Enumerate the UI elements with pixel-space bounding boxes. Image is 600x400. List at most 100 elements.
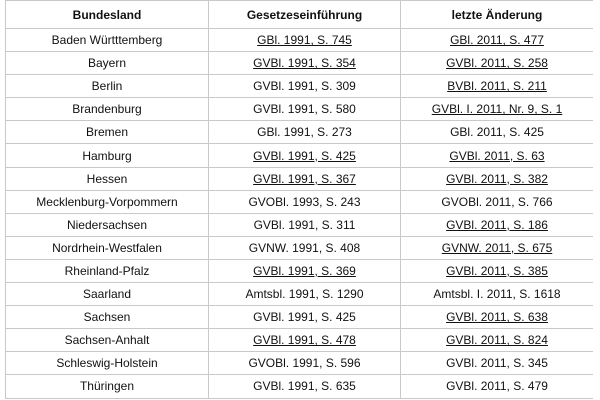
cell-bundesland: Sachsen (5, 305, 209, 330)
cell-gesetzeseinfuehrung[interactable]: GVBl. 1991, S. 425 (208, 143, 401, 168)
bundesland-name: Saarland (82, 287, 132, 302)
letzte-aenderung-link[interactable]: GVBl. 2011, S. 63 (449, 148, 545, 163)
cell-bundesland: Mecklenburg-Vorpommern (5, 189, 209, 214)
letzte-aenderung-link[interactable]: GVBl. 2011, S. 382 (446, 171, 548, 186)
cell-letzte-aenderung[interactable]: GVBl. 2011, S. 385 (400, 258, 594, 284)
cell-gesetzeseinfuehrung: GVBl. 1991, S. 580 (208, 97, 401, 122)
cell-gesetzeseinfuehrung: GVBl. 1991, S. 635 (208, 374, 401, 399)
cell-gesetzeseinfuehrung: GVBl. 1991, S. 309 (208, 74, 401, 99)
page-margin (593, 0, 600, 400)
table-row: Rheinland-Pfalz GVBl. 1991, S. 369 GVBl. 2… (5, 258, 594, 284)
cell-letzte-aenderung: Amtsbl. I. 2011, S. 1618 (400, 282, 594, 307)
gesetzeseinfuehrung-link[interactable]: GBl. 1991, S. 745 (257, 33, 352, 48)
bundesland-name: Nordrhein-Westfalen (52, 240, 162, 255)
gesetzeseinfuehrung-text: GVOBl. 1991, S. 596 (248, 356, 361, 371)
gesetzeseinfuehrung-text: GVNW. 1991, S. 408 (248, 240, 361, 255)
table-row: Sachsen-Anhalt GVBl. 1991, S. 478 GVBl. 20… (5, 328, 594, 353)
table-row: Brandenburg GVBl. 1991, S. 580 GVBl. I. 20… (5, 97, 594, 122)
table-row: Bremen GBl. 1991, S. 273 GBl. 2011, S. 425 (5, 120, 594, 145)
bundesland-name: Rheinland-Pfalz (64, 263, 150, 278)
header-gesetzeseinfuehrung: Gesetzeseinführung (208, 0, 401, 29)
cell-bundesland: Baden Württtemberg (5, 27, 209, 53)
cell-gesetzeseinfuehrung[interactable]: GVBl. 1991, S. 354 (208, 51, 401, 76)
gesetzeseinfuehrung-text: GVOBl. 1993, S. 243 (248, 194, 361, 209)
letzte-aenderung-link[interactable]: GVBl. 2011, S. 186 (446, 217, 548, 232)
cell-bundesland: Berlin (5, 74, 209, 99)
cell-gesetzeseinfuehrung[interactable]: GBl. 1991, S. 745 (208, 27, 401, 53)
cell-letzte-aenderung[interactable]: GVBl. 2011, S. 824 (400, 328, 594, 353)
bundesland-name: Brandenburg (72, 102, 142, 117)
law-table: Bundesland Gesetzeseinführung letzte Änd… (5, 0, 594, 399)
table-row: Schleswig-Holstein GVOBl. 1991, S. 596 GVB… (5, 351, 594, 376)
table-row: Sachsen GVBl. 1991, S. 425 GVBl. 2011, S. … (5, 305, 594, 330)
gesetzeseinfuehrung-text: GVBl. 1991, S. 309 (253, 79, 356, 94)
letzte-aenderung-link[interactable]: GVNW. 2011, S. 675 (441, 240, 553, 255)
bundesland-name: Bremen (85, 125, 129, 140)
gesetzeseinfuehrung-text: GVBl. 1991, S. 635 (253, 379, 356, 394)
cell-letzte-aenderung[interactable]: GVBl. 2011, S. 258 (400, 51, 594, 76)
table-row: Thüringen GVBl. 1991, S. 635 GVBl. 2011, S… (5, 374, 594, 399)
cell-letzte-aenderung: GVBl. 2011, S. 479 (400, 374, 594, 399)
letzte-aenderung-text: GBl. 2011, S. 425 (450, 125, 544, 140)
gesetzeseinfuehrung-link[interactable]: GVBl. 1991, S. 425 (253, 148, 356, 163)
table-row: Berlin GVBl. 1991, S. 309 BVBl. 2011, S. 2… (5, 74, 594, 99)
cell-gesetzeseinfuehrung: GVNW. 1991, S. 408 (208, 235, 401, 260)
letzte-aenderung-link[interactable]: GBl. 2011, S. 477 (450, 33, 544, 48)
bundesland-name: Sachsen-Anhalt (64, 333, 150, 348)
cell-gesetzeseinfuehrung[interactable]: GVBl. 1991, S. 367 (208, 166, 401, 191)
gesetzeseinfuehrung-link[interactable]: GVBl. 1991, S. 478 (253, 333, 356, 348)
cell-bundesland: Nordrhein-Westfalen (5, 235, 209, 260)
cell-bundesland: Hamburg (5, 143, 209, 168)
table-row: Saarland Amtsbl. 1991, S. 1290 Amtsbl. I. … (5, 282, 594, 307)
letzte-aenderung-link[interactable]: GVBl. 2011, S. 824 (446, 333, 548, 348)
letzte-aenderung-link[interactable]: GVBl. 2011, S. 385 (446, 263, 548, 278)
letzte-aenderung-link[interactable]: GVBl. I. 2011, Nr. 9, S. 1 (431, 102, 563, 117)
cell-bundesland: Rheinland-Pfalz (5, 258, 209, 284)
bundesland-name: Berlin (91, 79, 123, 94)
bundesland-name: Bayern (87, 56, 127, 71)
header-bundesland: Bundesland (5, 0, 209, 29)
table-row: Hessen GVBl. 1991, S. 367 GVBl. 2011, S. 3… (5, 166, 594, 191)
table-row: Niedersachsen GVBl. 1991, S. 311 GVBl. 201… (5, 212, 594, 237)
cell-letzte-aenderung[interactable]: GBl. 2011, S. 477 (400, 27, 594, 53)
cell-letzte-aenderung: GBl. 2011, S. 425 (400, 120, 594, 145)
letzte-aenderung-link[interactable]: GVBl. 2011, S. 638 (446, 310, 548, 325)
letzte-aenderung-text: Amtsbl. I. 2011, S. 1618 (433, 287, 561, 302)
bundesland-name: Niedersachsen (66, 217, 148, 232)
cell-gesetzeseinfuehrung: GVOBl. 1993, S. 243 (208, 189, 401, 214)
cell-letzte-aenderung[interactable]: BVBl. 2011, S. 211 (400, 74, 594, 99)
gesetzeseinfuehrung-text: GVBl. 1991, S. 311 (253, 217, 356, 232)
cell-letzte-aenderung[interactable]: GVBl. 2011, S. 638 (400, 305, 594, 330)
bundesland-name: Sachsen (83, 310, 131, 325)
table-row: Baden Württtemberg GBl. 1991, S. 745 GBl. … (5, 27, 594, 53)
cell-letzte-aenderung[interactable]: GVBl. 2011, S. 186 (400, 212, 594, 237)
gesetzeseinfuehrung-link[interactable]: GVBl. 1991, S. 354 (253, 56, 356, 71)
gesetzeseinfuehrung-link[interactable]: GVBl. 1991, S. 369 (253, 263, 356, 278)
bundesland-name: Mecklenburg-Vorpommern (36, 194, 178, 209)
table-row: Mecklenburg-Vorpommern GVOBl. 1993, S. 24… (5, 189, 594, 214)
table-header-row: Bundesland Gesetzeseinführung letzte Änd… (5, 0, 594, 29)
table-body: Baden Württtemberg GBl. 1991, S. 745 GBl. … (5, 27, 594, 399)
cell-letzte-aenderung[interactable]: GVBl. 2011, S. 382 (400, 166, 594, 191)
cell-gesetzeseinfuehrung: GBl. 1991, S. 273 (208, 120, 401, 145)
cell-letzte-aenderung[interactable]: GVBl. I. 2011, Nr. 9, S. 1 (400, 97, 594, 122)
gesetzeseinfuehrung-link[interactable]: GVBl. 1991, S. 367 (253, 171, 356, 186)
cell-gesetzeseinfuehrung[interactable]: GVBl. 1991, S. 369 (208, 258, 401, 284)
table-row: Bayern GVBl. 1991, S. 354 GVBl. 2011, S. 2… (5, 51, 594, 76)
cell-gesetzeseinfuehrung[interactable]: GVBl. 1991, S. 478 (208, 328, 401, 353)
letzte-aenderung-link[interactable]: BVBl. 2011, S. 211 (447, 79, 547, 94)
cell-letzte-aenderung[interactable]: GVBl. 2011, S. 63 (400, 143, 594, 168)
bundesland-name: Hessen (86, 171, 128, 186)
gesetzeseinfuehrung-text: GVBl. 1991, S. 580 (253, 102, 356, 117)
letzte-aenderung-text: GVBl. 2011, S. 345 (446, 356, 548, 371)
cell-letzte-aenderung[interactable]: GVNW. 2011, S. 675 (400, 235, 594, 260)
cell-gesetzeseinfuehrung: GVBl. 1991, S. 311 (208, 212, 401, 237)
cell-bundesland: Schleswig-Holstein (5, 351, 209, 376)
cell-letzte-aenderung: GVBl. 2011, S. 345 (400, 351, 594, 376)
table-row: Nordrhein-Westfalen GVNW. 1991, S. 408 GVN… (5, 235, 594, 260)
bundesland-name: Hamburg (82, 148, 132, 163)
cell-bundesland: Hessen (5, 166, 209, 191)
bundesland-name: Schleswig-Holstein (56, 356, 158, 371)
cell-bundesland: Niedersachsen (5, 212, 209, 237)
letzte-aenderung-link[interactable]: GVBl. 2011, S. 258 (446, 56, 548, 71)
